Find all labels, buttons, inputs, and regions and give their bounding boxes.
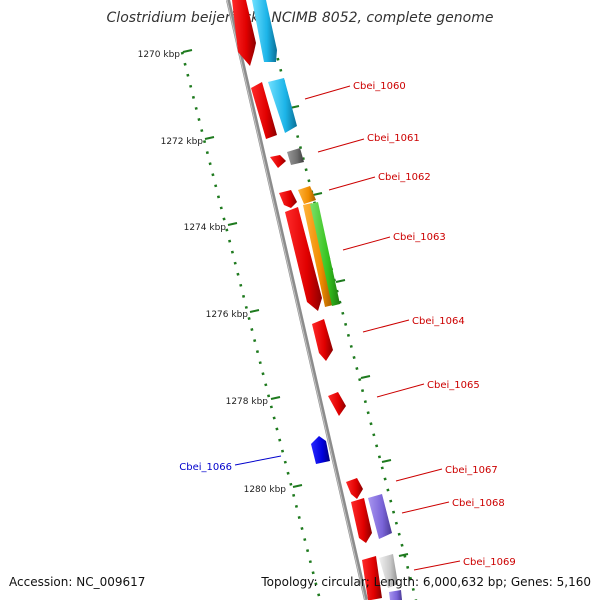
gene-label-cbei-1069[interactable]: Cbei_1069 [463,557,516,568]
gene-feature-cyan[interactable] [268,78,297,133]
callout-line-cbei-1064 [362,319,410,333]
outer-major-tick [360,375,371,379]
ruler-dotted-line [180,51,322,600]
gene-feature-red[interactable] [362,556,382,600]
genome-backbone [226,0,368,600]
ruler-major-tick [182,49,193,53]
gene-feature-red[interactable] [270,155,286,168]
ruler-major-tick [292,484,303,488]
outer-major-tick [381,459,392,463]
topology-text: Topology: circular; Length: 6,000,632 bp… [260,575,591,589]
gene-label-cbei-1060[interactable]: Cbei_1060 [353,81,406,92]
gene-label-cbei-1068[interactable]: Cbei_1068 [452,498,505,509]
callout-line-cbei-1066 [234,455,282,466]
gene-feature-red[interactable] [285,207,322,311]
gene-feature-green[interactable] [310,202,340,306]
outer-major-tick [312,192,323,196]
ruler-major-tick [227,222,238,226]
ruler-label-1280: 1280 kbp [244,485,287,495]
gene-feature-cyan[interactable] [252,0,277,62]
gene-feature-orange[interactable] [303,203,333,307]
ruler-major-tick [249,309,260,313]
gene-feature-red[interactable] [279,190,297,208]
gene-feature-purple[interactable] [368,494,392,539]
ruler-label-1270: 1270 kbp [138,50,181,60]
gene-feature-red[interactable] [232,0,256,66]
callout-line-cbei-1061 [317,138,365,153]
ruler-label-1276: 1276 kbp [206,310,249,320]
gene-label-cbei-1064[interactable]: Cbei_1064 [412,316,465,327]
ruler-major-tick [270,396,281,400]
gene-label-cbei-1065[interactable]: Cbei_1065 [427,380,480,391]
gene-callouts: Cbei_1060 Cbei_1061 Cbei_1062 Cbei_1063 … [179,81,516,571]
gene-feature-purple[interactable] [389,590,402,600]
genome-title: Clostridium beijerinckii NCIMB 8052, com… [107,10,494,26]
callout-line-cbei-1065 [376,383,425,398]
callout-line-cbei-1062 [328,176,376,191]
gene-label-cbei-1062[interactable]: Cbei_1062 [378,172,431,183]
ruler-label-1272: 1272 kbp [161,137,204,147]
gene-feature-orange[interactable] [298,186,316,204]
accession-text: Accession: NC_009617 [9,575,145,589]
gene-label-cbei-1063[interactable]: Cbei_1063 [393,232,446,243]
gene-feature-gray[interactable] [287,148,304,165]
callout-line-cbei-1063 [342,236,391,251]
gene-label-cbei-1066[interactable]: Cbei_1066 [179,462,232,473]
gene-feature-red[interactable] [312,319,333,361]
outer-major-tick [398,553,409,557]
callout-line-cbei-1067 [395,468,443,482]
gene-feature-red[interactable] [351,498,372,543]
outer-ticks [289,105,409,557]
gene-feature-red[interactable] [328,392,346,416]
gene-feature-red[interactable] [346,478,363,499]
ruler-major-tick [204,136,215,140]
outer-major-tick [335,279,346,283]
ruler-label-1278: 1278 kbp [226,397,269,407]
ruler-label-group: 1270 kbp 1272 kbp 1274 kbp 1276 kbp 1278… [138,49,303,495]
gene-label-cbei-1061[interactable]: Cbei_1061 [367,133,420,144]
gene-label-cbei-1067[interactable]: Cbei_1067 [445,465,498,476]
callout-line-cbei-1060 [304,85,351,100]
genome-backbone-highlight [226,0,366,600]
gene-feature-silver[interactable] [379,554,398,588]
gene-feature-blue[interactable] [311,436,330,464]
gene-features [232,0,402,600]
callout-line-cbei-1068 [401,501,450,514]
gene-feature-red[interactable] [251,82,277,139]
ruler-label-1274: 1274 kbp [184,223,227,233]
callout-line-cbei-1069 [413,560,461,571]
